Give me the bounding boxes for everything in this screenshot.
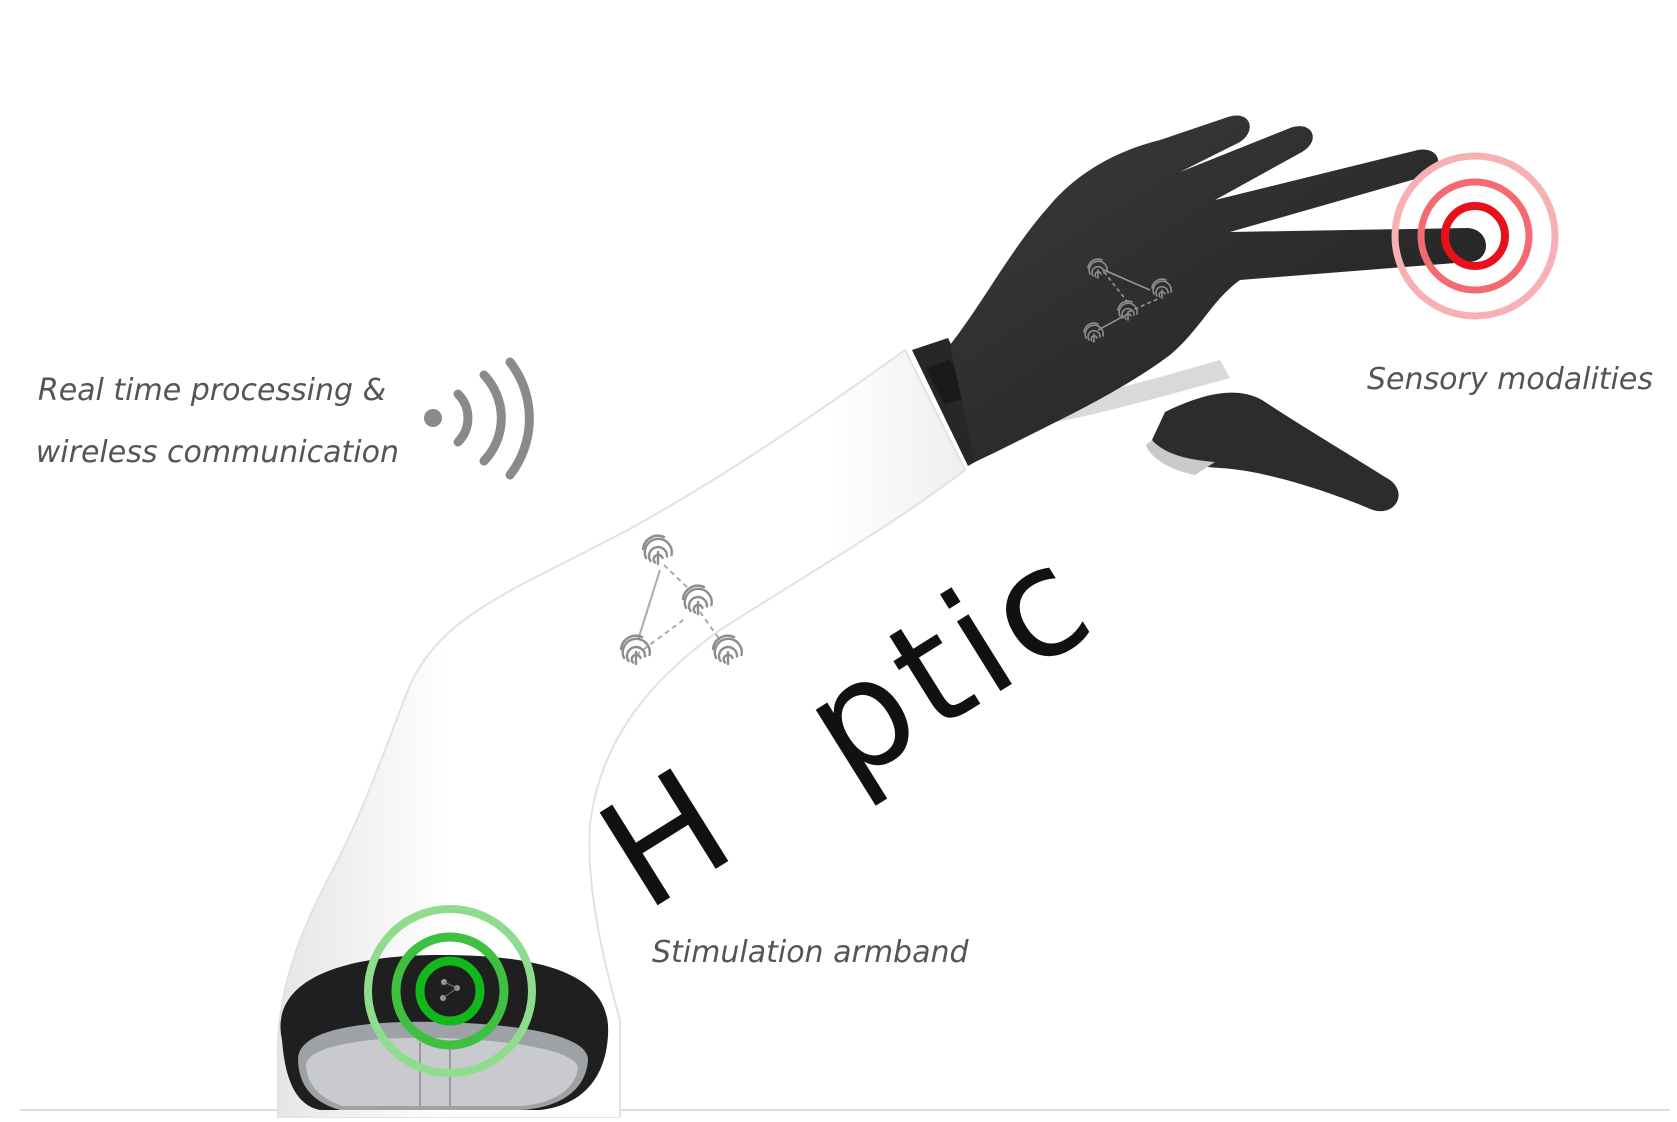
glove: [912, 115, 1486, 512]
fingerprint-network-icon: [1083, 258, 1172, 343]
stimulation-armband-label: Stimulation armband: [652, 935, 969, 970]
green-pulse-rings-icon: [364, 905, 536, 1077]
sensory-modalities-label: Sensory modalities: [1367, 362, 1653, 397]
red-pulse-rings-icon: [1391, 152, 1559, 320]
processing-label-line1: Real time processing &: [37, 373, 386, 408]
processing-label-line2: wireless communication: [35, 435, 399, 470]
arm-sleeve: [276, 348, 967, 1119]
wireless-signal-icon: [424, 357, 534, 480]
brand-fingerprint-network-icon: [619, 534, 743, 666]
